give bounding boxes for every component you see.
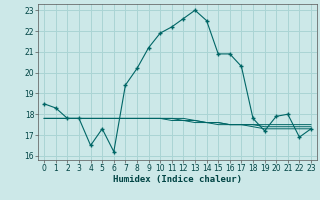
X-axis label: Humidex (Indice chaleur): Humidex (Indice chaleur) [113,175,242,184]
